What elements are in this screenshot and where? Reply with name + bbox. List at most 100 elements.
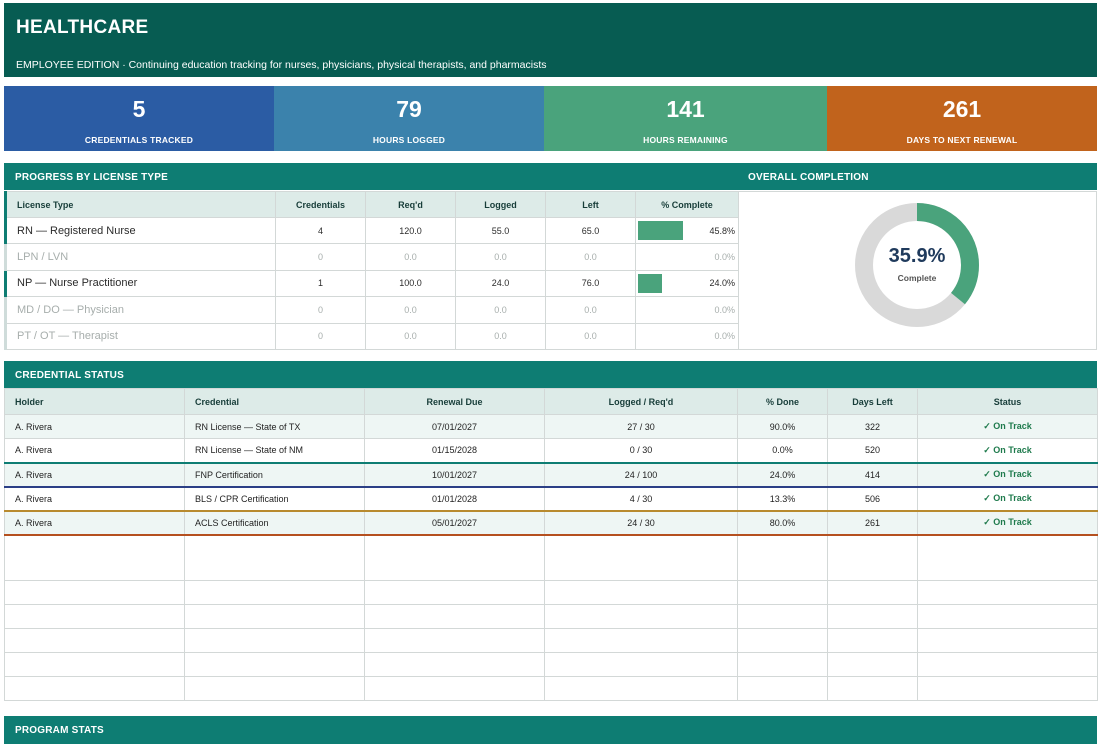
- reqd-cell: 100.0: [365, 269, 456, 298]
- table-row[interactable]: A. Rivera FNP Certification 10/01/2027 2…: [4, 462, 1098, 488]
- pct-complete-cell: 0.0%: [635, 322, 739, 350]
- credential-cell: BLS / CPR Certification: [184, 486, 365, 512]
- column-header: Holder: [4, 388, 185, 415]
- progress-table: License Type Credentials Req'd Logged Le…: [4, 191, 739, 350]
- license-type-cell: NP — Nurse Practitioner: [4, 269, 276, 298]
- credentials-cell: 0: [275, 322, 366, 350]
- overall-completion-panel: 35.9% Complete: [738, 191, 1097, 350]
- column-header: Status: [917, 388, 1098, 415]
- kpi-value: 79: [396, 96, 422, 122]
- credential-cell: ACLS Certification: [184, 510, 365, 536]
- credentials-cell: 4: [275, 216, 366, 245]
- left-cell: 0.0: [545, 296, 636, 324]
- status-badge: ✓ On Track: [917, 486, 1098, 512]
- days-left-cell: 520: [827, 438, 918, 464]
- logged-cell: 24.0: [455, 269, 546, 298]
- column-header: % Done: [737, 388, 828, 415]
- completion-donut-chart: 35.9% Complete: [855, 203, 979, 327]
- table-row: NP — Nurse Practitioner 1 100.0 24.0 76.…: [4, 269, 739, 298]
- reqd-cell: 0.0: [365, 243, 456, 271]
- renewal-due-cell: 05/01/2027: [364, 510, 545, 536]
- holder-cell: A. Rivera: [4, 462, 185, 488]
- credential-cell: RN License — State of TX: [184, 414, 365, 439]
- pct-complete-cell: 24.0%: [635, 269, 739, 298]
- holder-cell: A. Rivera: [4, 486, 185, 512]
- progress-bar: [638, 221, 683, 240]
- credential-cell: RN License — State of NM: [184, 438, 365, 464]
- column-header: Req'd: [365, 191, 456, 218]
- license-type-cell: LPN / LVN: [4, 243, 276, 271]
- kpi-hours-logged: 79 HOURS LOGGED: [274, 86, 544, 151]
- column-header: Left: [545, 191, 636, 218]
- table-row: RN — Registered Nurse 4 120.0 55.0 65.0 …: [4, 216, 739, 245]
- program-stats-header: PROGRAM STATS: [4, 716, 1097, 744]
- credentials-cell: 0: [275, 296, 366, 324]
- progress-section-header: PROGRESS BY LICENSE TYPE: [4, 163, 737, 190]
- column-header: Logged: [455, 191, 546, 218]
- holder-cell: A. Rivera: [4, 510, 185, 536]
- pct-done-cell: 24.0%: [737, 462, 828, 488]
- logged-reqd-cell: 27 / 30: [544, 414, 738, 439]
- progress-bar: [638, 273, 662, 293]
- credential-status-header: CREDENTIAL STATUS: [4, 361, 1097, 388]
- pct-complete-cell: 0.0%: [635, 296, 739, 324]
- table-header-row: Holder Credential Renewal Due Logged / R…: [4, 388, 1098, 415]
- column-header: License Type: [4, 191, 276, 218]
- renewal-due-cell: 01/15/2028: [364, 438, 545, 464]
- empty-row: [4, 676, 1098, 701]
- reqd-cell: 0.0: [365, 296, 456, 324]
- page-subtitle: EMPLOYEE EDITION · Continuing education …: [16, 59, 547, 71]
- holder-cell: A. Rivera: [4, 438, 185, 464]
- kpi-row: 5 CREDENTIALS TRACKED 79 HOURS LOGGED 14…: [4, 86, 1097, 151]
- table-row[interactable]: A. Rivera RN License — State of TX 07/01…: [4, 414, 1098, 439]
- pct-complete-value: 0.0%: [714, 252, 735, 263]
- kpi-value: 141: [666, 96, 705, 122]
- donut-fill: [855, 203, 979, 327]
- overall-section-header: OVERALL COMPLETION: [737, 163, 1097, 190]
- status-badge: ✓ On Track: [917, 414, 1098, 439]
- license-type-cell: MD / DO — Physician: [4, 296, 276, 324]
- empty-row: [4, 652, 1098, 677]
- table-row[interactable]: A. Rivera ACLS Certification 05/01/2027 …: [4, 510, 1098, 536]
- left-cell: 0.0: [545, 243, 636, 271]
- empty-row: [4, 580, 1098, 605]
- logged-reqd-cell: 24 / 100: [544, 462, 738, 488]
- kpi-value: 261: [942, 96, 982, 122]
- table-row[interactable]: A. Rivera BLS / CPR Certification 01/01/…: [4, 486, 1098, 512]
- kpi-days-to-renewal: 261 DAYS TO NEXT RENEWAL: [827, 86, 1097, 151]
- completion-value: 35.9%: [889, 245, 946, 267]
- days-left-cell: 506: [827, 486, 918, 512]
- kpi-label: HOURS LOGGED: [372, 135, 446, 145]
- logged-cell: 55.0: [455, 216, 546, 245]
- header-banner: HEALTHCARE EMPLOYEE EDITION · Continuing…: [4, 3, 1097, 77]
- renewal-due-cell: 07/01/2027: [364, 414, 545, 439]
- logged-cell: 0.0: [455, 243, 546, 271]
- page-title: HEALTHCARE: [16, 17, 149, 38]
- kpi-label: DAYS TO NEXT RENEWAL: [906, 135, 1018, 145]
- table-row[interactable]: A. Rivera RN License — State of NM 01/15…: [4, 438, 1098, 464]
- days-left-cell: 322: [827, 414, 918, 439]
- days-left-cell: 261: [827, 510, 918, 536]
- empty-row: [4, 534, 1098, 581]
- column-header: Renewal Due: [364, 388, 545, 415]
- status-badge: ✓ On Track: [917, 510, 1098, 536]
- table-row: PT / OT — Therapist 0 0.0 0.0 0.0 0.0%: [4, 322, 739, 350]
- license-type-cell: RN — Registered Nurse: [4, 216, 276, 245]
- credential-status-table: Holder Credential Renewal Due Logged / R…: [4, 388, 1098, 701]
- license-type-cell: PT / OT — Therapist: [4, 322, 276, 350]
- credentials-cell: 0: [275, 243, 366, 271]
- status-badge: ✓ On Track: [917, 438, 1098, 464]
- pct-done-cell: 90.0%: [737, 414, 828, 439]
- pct-complete-value: 0.0%: [714, 331, 735, 342]
- kpi-label: HOURS REMAINING: [643, 135, 728, 145]
- reqd-cell: 0.0: [365, 322, 456, 350]
- pct-done-cell: 80.0%: [737, 510, 828, 536]
- pct-complete-value: 45.8%: [709, 225, 735, 236]
- empty-row: [4, 628, 1098, 653]
- table-header-row: License Type Credentials Req'd Logged Le…: [4, 191, 739, 218]
- pct-complete-value: 24.0%: [709, 278, 735, 289]
- table-row: LPN / LVN 0 0.0 0.0 0.0 0.0%: [4, 243, 739, 271]
- reqd-cell: 120.0: [365, 216, 456, 245]
- kpi-hours-remaining: 141 HOURS REMAINING: [544, 86, 827, 151]
- empty-row: [4, 604, 1098, 629]
